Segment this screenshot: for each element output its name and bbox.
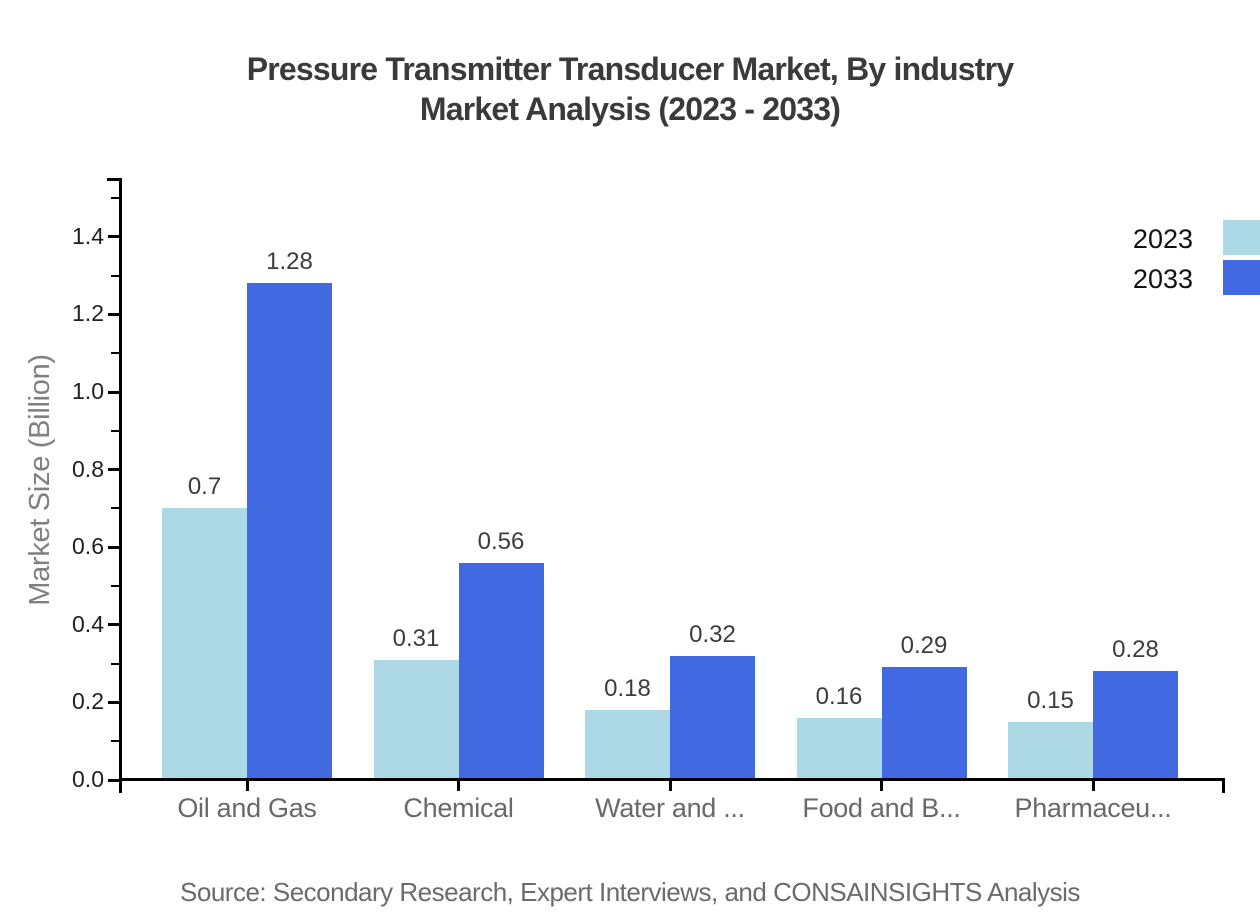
bar-2033-0 xyxy=(247,283,332,780)
y-tick-label: 0.4 xyxy=(72,610,104,637)
chart-title-line1: Pressure Transmitter Transducer Market, … xyxy=(246,51,1014,87)
bar-2023-0 xyxy=(162,508,247,780)
bar-value-label: 1.28 xyxy=(266,248,313,276)
y-axis-spine xyxy=(119,178,122,793)
bar-2023-4 xyxy=(1008,721,1093,780)
x-category-label: Oil and Gas xyxy=(177,793,317,823)
y-axis-top-cap xyxy=(107,178,122,181)
y-tick-label: 1.4 xyxy=(72,222,104,249)
x-category-label: Food and B... xyxy=(802,793,961,823)
bar-2033-3 xyxy=(881,667,967,780)
y-minor-tick xyxy=(111,507,119,510)
y-tick-label: 0.0 xyxy=(72,766,104,792)
x-category-label: Chemical xyxy=(403,793,514,823)
y-tick-label: 1.2 xyxy=(72,300,104,327)
y-minor-tick xyxy=(111,197,119,199)
bar-value-label: 0.18 xyxy=(604,675,651,703)
bar-value-label: 0.7 xyxy=(187,473,222,501)
y-major-tick xyxy=(108,468,119,472)
x-major-tick xyxy=(668,781,672,791)
x-major-tick xyxy=(880,781,883,791)
y-minor-tick xyxy=(111,352,119,355)
chart-title-line2: Market Analysis (2023 - 2033) xyxy=(419,91,841,127)
bar-value-label: 0.28 xyxy=(1112,636,1159,664)
y-major-tick xyxy=(108,778,119,782)
bar-value-label: 0.29 xyxy=(900,632,948,660)
x-axis-spine xyxy=(119,778,1225,781)
bar-value-label: 0.31 xyxy=(392,624,440,652)
y-tick-label: 0.2 xyxy=(72,688,104,715)
x-major-tick xyxy=(245,781,249,791)
bar-2023-3 xyxy=(796,717,882,780)
bar-value-label: 0.16 xyxy=(815,682,863,710)
y-major-tick xyxy=(108,623,119,627)
y-minor-tick xyxy=(111,585,119,587)
y-minor-tick xyxy=(111,429,119,432)
y-minor-tick xyxy=(111,740,119,743)
y-tick-label: 0.6 xyxy=(72,533,104,560)
y-major-tick xyxy=(108,390,119,394)
y-minor-tick xyxy=(111,274,119,277)
bar-2033-4 xyxy=(1093,671,1178,780)
bar-value-label: 0.15 xyxy=(1027,686,1074,714)
source-caption: Source: Secondary Research, Expert Inter… xyxy=(180,877,1080,907)
y-tick-label: 0.8 xyxy=(72,455,104,482)
y-major-tick xyxy=(108,545,119,549)
y-tick-label: 1.0 xyxy=(72,378,104,404)
x-major-tick xyxy=(1091,781,1095,791)
x-major-tick xyxy=(457,781,460,791)
y-major-tick xyxy=(108,700,119,704)
bar-2033-2 xyxy=(670,655,755,780)
bar-2033-1 xyxy=(458,562,544,780)
x-axis-right-cap xyxy=(1222,778,1225,793)
bar-2023-2 xyxy=(585,710,670,780)
y-major-tick xyxy=(108,312,119,316)
y-minor-tick xyxy=(111,662,119,665)
y-major-tick xyxy=(108,235,119,239)
bar-value-label: 0.32 xyxy=(689,620,736,648)
bar-2023-1 xyxy=(373,659,459,780)
bar-value-label: 0.56 xyxy=(477,527,525,555)
x-category-label: Water and ... xyxy=(595,793,745,823)
x-category-label: Pharmaceu... xyxy=(1014,793,1172,823)
